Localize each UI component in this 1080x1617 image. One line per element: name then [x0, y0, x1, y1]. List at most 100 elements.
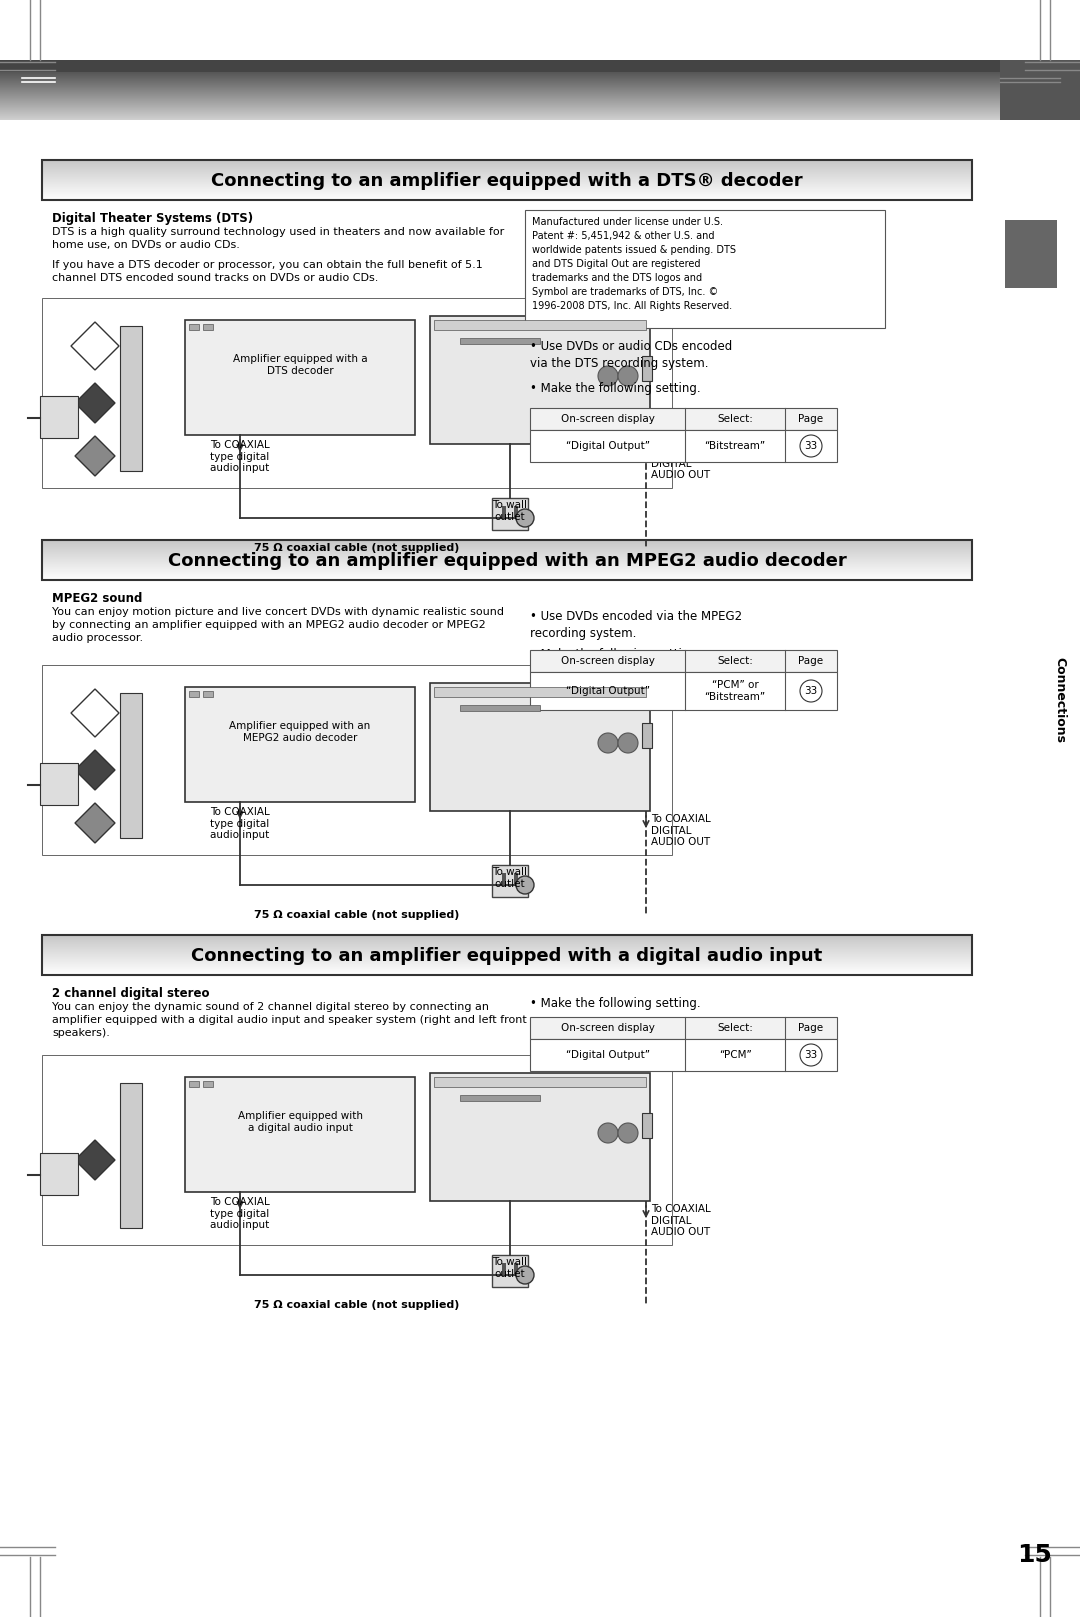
Bar [434, 1077, 646, 1087]
Text: To COAXIAL
type digital
audio input: To COAXIAL type digital audio input [211, 440, 270, 474]
Text: Manufactured under license under U.S.
Patent #: 5,451,942 & other U.S. and
world: Manufactured under license under U.S. Pa… [532, 217, 735, 310]
Circle shape [516, 509, 534, 527]
Text: To COAXIAL
DIGITAL
AUDIO OUT: To COAXIAL DIGITAL AUDIO OUT [651, 813, 711, 847]
Text: • Use DVDs encoded via the MPEG2
recording system.: • Use DVDs encoded via the MPEG2 recordi… [530, 610, 742, 639]
Text: You can enjoy the dynamic sound of 2 channel digital stereo by connecting an
amp: You can enjoy the dynamic sound of 2 cha… [52, 1003, 527, 1038]
Bar [42, 540, 972, 581]
Text: Select:: Select: [717, 657, 753, 666]
Text: “Digital Output”: “Digital Output” [566, 686, 649, 695]
Bar [492, 498, 528, 530]
Text: 33: 33 [805, 1049, 818, 1061]
Bar [189, 323, 199, 330]
Bar [185, 320, 415, 435]
Bar [434, 687, 646, 697]
Bar [0, 60, 1000, 73]
Bar [525, 210, 885, 328]
Text: Connections: Connections [1053, 657, 1067, 742]
Polygon shape [75, 383, 114, 424]
Bar [530, 1040, 837, 1070]
Text: To COAXIAL
type digital
audio input: To COAXIAL type digital audio input [211, 1197, 270, 1231]
Bar [189, 1082, 199, 1087]
Text: Page: Page [798, 1024, 824, 1033]
Bar [430, 1074, 650, 1201]
Text: DTS is a high quality surround technology used in theaters and now available for: DTS is a high quality surround technolog… [52, 226, 504, 249]
Text: To wall
outlet: To wall outlet [492, 867, 527, 889]
Bar [642, 1112, 652, 1138]
Text: Select:: Select: [717, 1024, 753, 1033]
Bar [502, 1263, 507, 1274]
Bar [530, 673, 837, 710]
Circle shape [598, 365, 618, 386]
Text: To COAXIAL
DIGITAL
AUDIO OUT: To COAXIAL DIGITAL AUDIO OUT [651, 446, 711, 480]
Text: 15: 15 [1017, 1543, 1052, 1567]
Polygon shape [75, 437, 114, 475]
Text: 75 Ω coaxial cable (not supplied): 75 Ω coaxial cable (not supplied) [254, 1300, 460, 1310]
Text: • Make the following setting.: • Make the following setting. [530, 382, 701, 395]
Text: Amplifier equipped with an
MEPG2 audio decoder: Amplifier equipped with an MEPG2 audio d… [229, 721, 370, 742]
Bar [642, 356, 652, 382]
Bar [514, 506, 518, 517]
Bar [40, 1153, 78, 1195]
Bar [430, 315, 650, 445]
Text: If you have a DTS decoder or processor, you can obtain the full benefit of 5.1
c: If you have a DTS decoder or processor, … [52, 260, 483, 283]
Text: “Bitstream”: “Bitstream” [704, 441, 766, 451]
Text: Connecting to an amplifier equipped with a DTS® decoder: Connecting to an amplifier equipped with… [212, 171, 802, 191]
Bar [203, 690, 213, 697]
Bar [189, 690, 199, 697]
Bar [42, 298, 672, 488]
Text: Amplifier equipped with a
DTS decoder: Amplifier equipped with a DTS decoder [232, 354, 367, 375]
Bar [530, 407, 837, 430]
Text: Connecting to an amplifier equipped with an MPEG2 audio decoder: Connecting to an amplifier equipped with… [167, 551, 847, 571]
Bar [185, 687, 415, 802]
Text: To wall
outlet: To wall outlet [492, 1256, 527, 1279]
Bar [120, 1083, 141, 1227]
Text: Connecting to an amplifier equipped with a digital audio input: Connecting to an amplifier equipped with… [191, 948, 823, 965]
Text: 2 channel digital stereo: 2 channel digital stereo [52, 986, 210, 999]
Text: To wall
outlet: To wall outlet [492, 500, 527, 522]
Circle shape [516, 876, 534, 894]
Bar [492, 1255, 528, 1287]
Bar [460, 1095, 540, 1101]
Text: To COAXIAL
type digital
audio input: To COAXIAL type digital audio input [211, 807, 270, 841]
Bar [492, 865, 528, 897]
Bar [203, 323, 213, 330]
Polygon shape [75, 1140, 114, 1180]
Circle shape [618, 365, 638, 386]
Text: “Digital Output”: “Digital Output” [566, 441, 649, 451]
Circle shape [598, 1122, 618, 1143]
Text: 75 Ω coaxial cable (not supplied): 75 Ω coaxial cable (not supplied) [254, 543, 460, 553]
Bar [642, 723, 652, 749]
Bar [1005, 220, 1057, 288]
Bar [514, 1263, 518, 1274]
Bar [203, 1082, 213, 1087]
Circle shape [598, 733, 618, 754]
Text: “Digital Output”: “Digital Output” [566, 1049, 649, 1061]
Text: On-screen display: On-screen display [561, 657, 654, 666]
Text: To COAXIAL
DIGITAL
AUDIO OUT: To COAXIAL DIGITAL AUDIO OUT [651, 1205, 711, 1237]
Bar [530, 650, 837, 673]
Circle shape [618, 733, 638, 754]
Bar [40, 763, 78, 805]
Text: 33: 33 [805, 441, 818, 451]
Text: • Make the following setting.: • Make the following setting. [530, 998, 701, 1011]
Bar [530, 1017, 837, 1040]
Bar [185, 1077, 415, 1192]
Text: “PCM”: “PCM” [718, 1049, 752, 1061]
Bar [514, 873, 518, 884]
Bar [1000, 60, 1080, 120]
Bar [430, 682, 650, 812]
Text: You can enjoy motion picture and live concert DVDs with dynamic realistic sound
: You can enjoy motion picture and live co… [52, 606, 504, 642]
Text: “PCM” or
“Bitstream”: “PCM” or “Bitstream” [704, 679, 766, 702]
Text: 75 Ω coaxial cable (not supplied): 75 Ω coaxial cable (not supplied) [254, 910, 460, 920]
Text: Page: Page [798, 414, 824, 424]
Bar [42, 160, 972, 201]
Bar [42, 1054, 672, 1245]
Bar [460, 338, 540, 344]
Polygon shape [75, 750, 114, 791]
Text: Amplifier equipped with
a digital audio input: Amplifier equipped with a digital audio … [238, 1111, 363, 1134]
Bar [502, 506, 507, 517]
Text: Select:: Select: [717, 414, 753, 424]
Circle shape [516, 1266, 534, 1284]
Circle shape [618, 1122, 638, 1143]
Bar [502, 873, 507, 884]
